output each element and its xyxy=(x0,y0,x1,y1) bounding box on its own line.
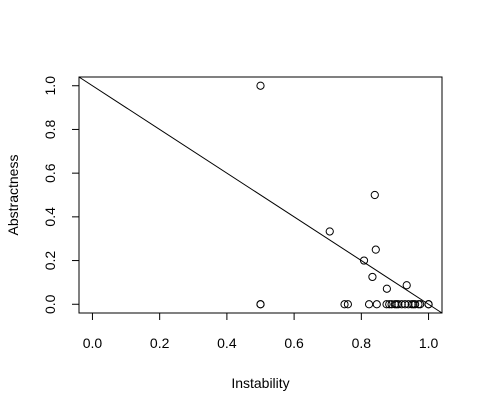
y-tick-label: 0.6 xyxy=(42,163,58,183)
data-point xyxy=(359,256,369,265)
data-point xyxy=(372,300,381,309)
data-point xyxy=(343,300,352,309)
y-tick-label: 0.4 xyxy=(42,207,58,227)
data-point xyxy=(370,190,379,200)
data-point xyxy=(371,245,380,254)
data-point xyxy=(256,300,265,309)
data-points xyxy=(256,81,433,309)
data-point xyxy=(325,227,334,236)
y-tick-label: 0.8 xyxy=(42,120,58,140)
data-point xyxy=(368,272,377,282)
data-point xyxy=(411,300,420,309)
y-tick-label: 0.0 xyxy=(42,294,58,314)
data-point xyxy=(256,81,265,90)
x-tick-label: 0.6 xyxy=(284,335,304,351)
data-point xyxy=(416,300,425,309)
x-tick-label: 0.2 xyxy=(150,335,170,351)
data-point xyxy=(424,300,433,309)
data-point xyxy=(364,300,374,309)
y-axis: 0.0 0.2 0.4 0.6 0.8 1.0 xyxy=(42,76,80,314)
y-axis-title: Abstractness xyxy=(5,155,21,236)
x-tick-label: 1.0 xyxy=(419,335,439,351)
y-tick-label: 0.2 xyxy=(42,251,58,271)
data-point xyxy=(382,300,391,309)
data-point xyxy=(340,300,349,309)
y-tick-label: 1.0 xyxy=(42,76,58,96)
x-tick-label: 0.0 xyxy=(83,335,103,351)
x-axis-title: Instability xyxy=(231,375,289,391)
data-point xyxy=(402,281,411,290)
x-axis: 0.0 0.2 0.4 0.6 0.8 1.0 xyxy=(83,312,439,351)
data-point xyxy=(382,284,391,293)
reference-line xyxy=(78,76,443,314)
x-tick-label: 0.8 xyxy=(352,335,372,351)
x-tick-label: 0.4 xyxy=(217,335,237,351)
